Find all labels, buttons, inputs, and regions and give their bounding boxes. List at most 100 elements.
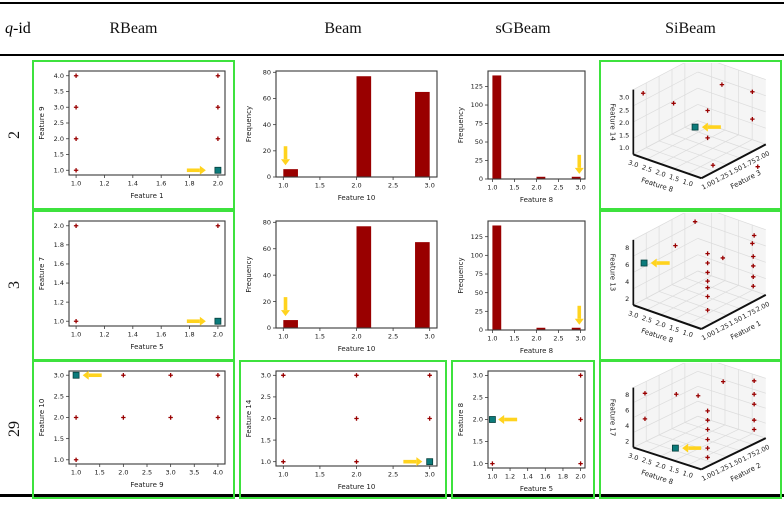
svg-text:2.5: 2.5 [553,334,563,342]
svg-text:4: 4 [625,277,629,285]
svg-text:20: 20 [263,297,271,305]
svg-text:1.0: 1.0 [473,459,483,467]
svg-text:75: 75 [475,270,483,278]
svg-text:2.0: 2.0 [619,118,629,126]
cell-beam-q3: 1.0 1.5 2.0 2.5 3.0 0 20 40 60 80 Feature 10 Freque… [237,206,449,365]
cell-sibeam-q2: 3.0 2.5 2.0 1.5 1.0 Feature 14 3.0 2.5 2.0 1.5 1.0… [597,56,784,214]
svg-text:2.0: 2.0 [654,460,666,471]
svg-text:2.0: 2.0 [473,415,483,423]
svg-text:3.0: 3.0 [165,468,175,476]
svg-text:2: 2 [625,294,629,302]
svg-text:3.0: 3.0 [425,332,435,340]
svg-text:1.5: 1.5 [315,470,325,478]
svg-text:50: 50 [475,288,483,296]
svg-text:1.8: 1.8 [54,241,64,249]
svg-text:2.0: 2.0 [213,179,223,187]
figure-row-qid29: 29 1.0 1.5 2.0 2.5 3.0 3.5 4.0 1.0 1.5 2.0 2.5 3.0 F… [0,357,784,499]
svg-text:100: 100 [471,251,483,259]
svg-text:1.5: 1.5 [54,434,64,442]
svg-text:1.0: 1.0 [71,179,81,187]
svg-text:2.5: 2.5 [553,183,563,191]
svg-text:1.6: 1.6 [540,472,550,480]
svg-text:Feature 5: Feature 5 [520,485,553,493]
svg-text:1.0: 1.0 [54,166,64,174]
svg-text:3.0: 3.0 [261,371,271,379]
qid-header-rest: -id [13,20,31,37]
svg-text:2.5: 2.5 [641,163,653,174]
svg-text:1.0: 1.0 [682,177,694,188]
row-label-cell: 2 [0,56,30,214]
svg-text:1.5: 1.5 [315,181,325,189]
cell-sgbeam-q3: 1.0 1.5 2.0 2.5 3.0 0 25 50 75 100 125 Feature 8 Fre… [449,206,597,365]
cell-beam-q29: 1.0 1.5 2.0 2.5 3.0 1.0 1.5 2.0 2.5 3.0 Feature 10… [237,357,449,502]
svg-text:1.5: 1.5 [509,334,519,342]
svg-text:3.0: 3.0 [627,451,639,462]
svg-text:75: 75 [475,119,483,127]
svg-text:1.5: 1.5 [509,183,519,191]
histogram-sgbeam-q2: 1.0 1.5 2.0 2.5 3.0 0 25 50 75 100 125 Feature 8 Fre… [451,60,595,210]
svg-text:Frequency: Frequency [457,257,465,293]
cell-rbeam-q3: 1.0 1.2 1.4 1.6 1.8 2.0 1.0 1.2 1.4 1.6 1.8 2.0 Feat… [30,206,237,365]
cell-beam-q2: 1.0 1.5 2.0 2.5 3.0 0 20 40 60 80 Feature 10 Freque… [237,56,449,214]
svg-text:1.8: 1.8 [184,179,194,187]
svg-text:2.5: 2.5 [619,106,629,114]
svg-text:0: 0 [479,326,483,334]
svg-text:2.0: 2.0 [118,468,128,476]
svg-text:2.5: 2.5 [54,119,64,127]
svg-text:50: 50 [475,138,483,146]
svg-text:0: 0 [267,173,271,181]
row-qid-label-2: 2 [6,130,23,139]
column-header-beam: Beam [324,20,362,37]
svg-text:4.0: 4.0 [54,71,64,79]
svg-text:2.0: 2.0 [261,414,271,422]
column-header-sibeam: SiBeam [665,20,716,37]
svg-text:2.0: 2.0 [531,334,541,342]
svg-text:2.0: 2.0 [654,168,666,179]
scatter3d-sibeam-q3: 8 6 4 2 Feature 13 3.0 2.5 2.0 1.5 1.0 Feature 8 1.… [599,209,782,361]
scatter3d-sibeam-q29: 8 6 4 2 Feature 17 3.0 2.5 2.0 1.5 1.0 Feature 8 1.… [599,359,782,499]
svg-text:2.5: 2.5 [641,455,653,466]
cell-rbeam-q2: 1.0 1.2 1.4 1.6 1.8 2.0 1.0 1.5 2.0 2.5 3.0 3.5 4.0 F… [30,56,237,214]
svg-text:3.5: 3.5 [54,87,64,95]
figure-header-row: q-id RBeam Beam sGBeam SiBeam [0,4,784,54]
svg-text:2.00: 2.00 [754,149,771,163]
svg-text:1.8: 1.8 [558,472,568,480]
svg-text:2.5: 2.5 [388,470,398,478]
svg-text:3.0: 3.0 [575,334,585,342]
svg-text:2.0: 2.0 [213,330,223,338]
svg-text:3.0: 3.0 [473,371,483,379]
figure-row-qid2: 2 1.0 1.2 1.4 1.6 1.8 2.0 1.0 1.5 2.0 2.5 3.0 3.5 4.… [0,56,784,210]
svg-text:1.0: 1.0 [278,332,288,340]
scatter-plot-rbeam-q2: 1.0 1.2 1.4 1.6 1.8 2.0 1.0 1.5 2.0 2.5 3.0 3.5 4.0 F… [32,59,235,210]
row-qid-label-3: 3 [6,281,23,289]
svg-text:4: 4 [625,422,629,430]
svg-text:1.0: 1.0 [278,470,288,478]
svg-text:Frequency: Frequency [457,106,465,142]
svg-text:Feature 10: Feature 10 [338,483,376,491]
svg-text:60: 60 [263,94,271,102]
svg-text:1.2: 1.2 [99,330,109,338]
svg-text:2.0: 2.0 [654,318,666,329]
svg-text:2.5: 2.5 [388,332,398,340]
svg-text:80: 80 [263,68,271,76]
svg-text:1.5: 1.5 [668,172,680,183]
svg-text:Frequency: Frequency [245,256,253,292]
svg-text:3.0: 3.0 [619,93,629,101]
svg-text:1.4: 1.4 [54,279,64,287]
svg-text:6: 6 [625,260,629,268]
svg-text:20: 20 [263,147,271,155]
row-qid-label-29: 29 [6,421,23,437]
svg-text:1.8: 1.8 [184,330,194,338]
scatter-plot-sgbeam-q29: 1.0 1.2 1.4 1.6 1.8 2.0 1.0 1.5 2.0 2.5 3.0 Feature… [451,359,595,499]
svg-text:1.0: 1.0 [487,472,497,480]
svg-text:40: 40 [263,120,271,128]
svg-text:Feature 1: Feature 1 [130,192,163,200]
cell-rbeam-q29: 1.0 1.5 2.0 2.5 3.0 3.5 4.0 1.0 1.5 2.0 2.5 3.0 Feat… [30,357,237,502]
cell-sgbeam-q29: 1.0 1.2 1.4 1.6 1.8 2.0 1.0 1.5 2.0 2.5 3.0 Feature… [449,357,597,502]
row-label-cell: 29 [0,357,30,502]
svg-text:1.5: 1.5 [668,464,680,475]
svg-text:Feature 14: Feature 14 [608,103,616,141]
column-header-sgbeam: sGBeam [495,20,551,37]
svg-text:8: 8 [625,390,629,398]
svg-text:1.0: 1.0 [487,183,497,191]
